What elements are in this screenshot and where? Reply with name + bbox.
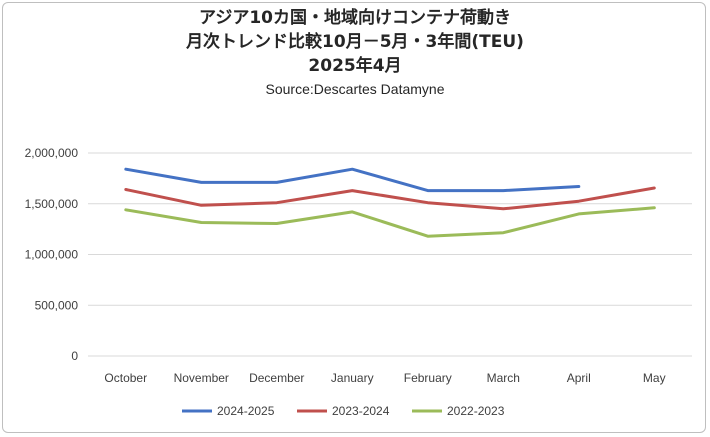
y-tick-label: 500,000 <box>35 298 79 312</box>
x-tick-label: November <box>174 371 229 385</box>
y-tick-label: 2,000,000 <box>25 146 79 160</box>
y-tick-label: 1,500,000 <box>25 197 79 211</box>
chart-title-line-3: 2025年4月 <box>308 56 402 76</box>
chart-subtitle: Source:Descartes Datamyne <box>265 81 445 97</box>
y-axis-ticks: 2,000,000 1,500,000 1,000,000 500,000 0 <box>25 146 79 363</box>
legend-label-2: 2022-2023 <box>447 404 505 418</box>
series-lines <box>124 167 656 238</box>
x-axis-ticks: October November December January February Ma… <box>104 371 665 385</box>
chart-title-line-2: 月次トレンド比較10月－5月・3年間(TEU) <box>186 32 524 52</box>
series-line-0 <box>124 167 581 193</box>
x-tick-label: December <box>249 371 304 385</box>
legend-label-1: 2023-2024 <box>332 404 390 418</box>
x-tick-label: February <box>404 371 452 385</box>
y-tick-label: 1,000,000 <box>25 248 79 262</box>
x-tick-label: October <box>104 371 147 385</box>
gridlines <box>88 152 692 357</box>
chart-title-line-1: アジア10カ国・地域向けコンテナ荷動き <box>199 8 511 28</box>
chart-title-block: アジア10カ国・地域向けコンテナ荷動き 月次トレンド比較10月－5月・3年間(T… <box>0 6 710 99</box>
x-tick-label: January <box>331 371 374 385</box>
series-line-2 <box>124 206 656 238</box>
y-tick-label: 0 <box>71 349 78 363</box>
x-tick-label: May <box>643 371 666 385</box>
series-line-1 <box>124 186 656 211</box>
x-tick-label: April <box>567 371 591 385</box>
legend: 2024-2025 2023-2024 2022-2023 <box>182 404 505 418</box>
legend-label-0: 2024-2025 <box>217 404 275 418</box>
x-tick-label: March <box>487 371 520 385</box>
chart-frame <box>2 2 706 433</box>
